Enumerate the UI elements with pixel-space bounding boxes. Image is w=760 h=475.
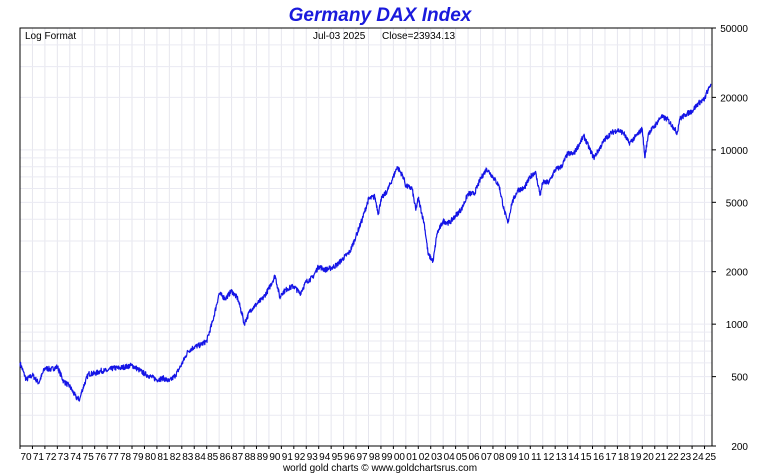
y-tick-label: 1000 — [726, 320, 749, 331]
x-tick-label: 86 — [220, 452, 232, 463]
x-tick-label: 16 — [593, 452, 605, 463]
x-tick-label: 03 — [431, 452, 443, 463]
y-tick-label: 200 — [731, 442, 748, 453]
x-tick-label: 06 — [468, 452, 480, 463]
plot-frame — [19, 27, 713, 447]
y-tick-label: 500 — [731, 373, 748, 384]
y-tick-label: 10000 — [720, 146, 748, 157]
x-tick-label: 73 — [58, 452, 70, 463]
x-tick-label: 91 — [282, 452, 294, 463]
x-tick-label: 18 — [618, 452, 630, 463]
close-label: Close=23934.13 — [382, 31, 456, 42]
x-tick-label: 80 — [145, 452, 157, 463]
x-tick-label: 71 — [33, 452, 45, 463]
x-tick-label: 25 — [705, 452, 717, 463]
log-format-label: Log Format — [25, 31, 76, 42]
x-tick-label: 74 — [70, 452, 82, 463]
x-tick-label: 24 — [693, 452, 705, 463]
x-tick-label: 76 — [95, 452, 107, 463]
y-axis-ticks: 50000 20000 10000 5000 2000 1000 500 200 — [712, 24, 748, 453]
y-tick-label: 2000 — [726, 268, 749, 279]
x-tick-label: 04 — [444, 452, 456, 463]
x-tick-label: 99 — [381, 452, 393, 463]
y-tick-label: 50000 — [720, 24, 748, 35]
x-tick-label: 79 — [132, 452, 144, 463]
x-tick-label: 07 — [481, 452, 493, 463]
grid-lines — [19, 27, 712, 447]
footer-credit: world gold charts © www.goldchartsrus.co… — [282, 463, 477, 474]
x-tick-label: 92 — [294, 452, 306, 463]
x-tick-label: 94 — [319, 452, 331, 463]
x-tick-label: 11 — [531, 452, 542, 463]
x-tick-label: 98 — [369, 452, 381, 463]
x-tick-label: 84 — [195, 452, 207, 463]
x-tick-label: 83 — [182, 452, 194, 463]
x-tick-label: 72 — [45, 452, 57, 463]
date-label: Jul-03 2025 — [313, 31, 366, 42]
x-tick-label: 02 — [419, 452, 431, 463]
x-tick-label: 95 — [332, 452, 344, 463]
x-tick-label: 10 — [518, 452, 530, 463]
x-tick-label: 13 — [556, 452, 568, 463]
x-tick-label: 88 — [244, 452, 256, 463]
dax-series-line — [19, 83, 712, 402]
x-tick-label: 21 — [655, 452, 667, 463]
y-tick-label: 5000 — [726, 198, 749, 209]
x-tick-label: 17 — [605, 452, 617, 463]
x-tick-label: 96 — [344, 452, 356, 463]
x-tick-label: 78 — [120, 452, 132, 463]
x-tick-label: 81 — [157, 452, 169, 463]
x-tick-label: 97 — [356, 452, 368, 463]
x-tick-label: 08 — [493, 452, 505, 463]
x-tick-label: 05 — [456, 452, 468, 463]
chart-title: Germany DAX Index — [289, 5, 473, 26]
x-tick-label: 01 — [406, 452, 418, 463]
x-tick-label: 12 — [543, 452, 555, 463]
x-tick-label: 19 — [630, 452, 642, 463]
x-tick-label: 82 — [170, 452, 182, 463]
x-tick-label: 77 — [108, 452, 120, 463]
x-tick-label: 87 — [232, 452, 244, 463]
y-tick-label: 20000 — [720, 93, 748, 104]
x-tick-label: 22 — [668, 452, 680, 463]
x-tick-label: 15 — [581, 452, 593, 463]
x-tick-label: 09 — [506, 452, 518, 463]
x-tick-label: 23 — [680, 452, 692, 463]
x-tick-label: 75 — [83, 452, 95, 463]
x-tick-label: 00 — [394, 452, 406, 463]
x-axis-ticks: 70 71 72 73 74 75 76 77 78 79 80 81 82 83 84 85 86 87 88 89… — [19, 446, 717, 463]
x-tick-label: 93 — [307, 452, 319, 463]
x-tick-label: 89 — [257, 452, 269, 463]
x-tick-label: 70 — [20, 452, 32, 463]
x-tick-label: 90 — [269, 452, 281, 463]
x-tick-label: 85 — [207, 452, 219, 463]
x-tick-label: 20 — [643, 452, 655, 463]
x-tick-label: 14 — [568, 452, 580, 463]
